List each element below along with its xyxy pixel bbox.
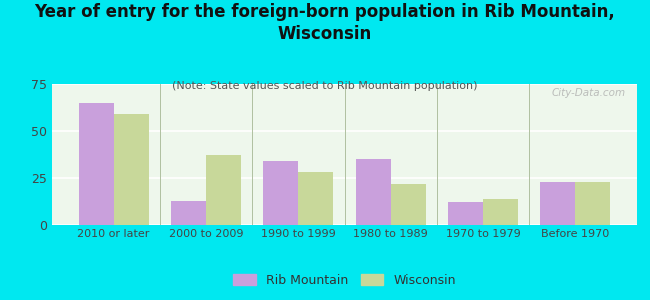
Bar xyxy=(114,114,149,225)
Bar xyxy=(575,182,610,225)
Bar xyxy=(540,182,575,225)
Text: City-Data.com: City-Data.com xyxy=(551,88,625,98)
Text: Year of entry for the foreign-born population in Rib Mountain,
Wisconsin: Year of entry for the foreign-born popul… xyxy=(34,3,616,43)
Text: (Note: State values scaled to Rib Mountain population): (Note: State values scaled to Rib Mounta… xyxy=(172,81,478,91)
Bar xyxy=(263,161,298,225)
Bar xyxy=(483,199,518,225)
Legend: Rib Mountain, Wisconsin: Rib Mountain, Wisconsin xyxy=(228,269,461,292)
Bar xyxy=(171,201,206,225)
Bar xyxy=(391,184,426,225)
Bar xyxy=(356,159,391,225)
Bar xyxy=(79,103,114,225)
Bar xyxy=(298,172,333,225)
Bar xyxy=(206,155,241,225)
Bar xyxy=(448,202,483,225)
